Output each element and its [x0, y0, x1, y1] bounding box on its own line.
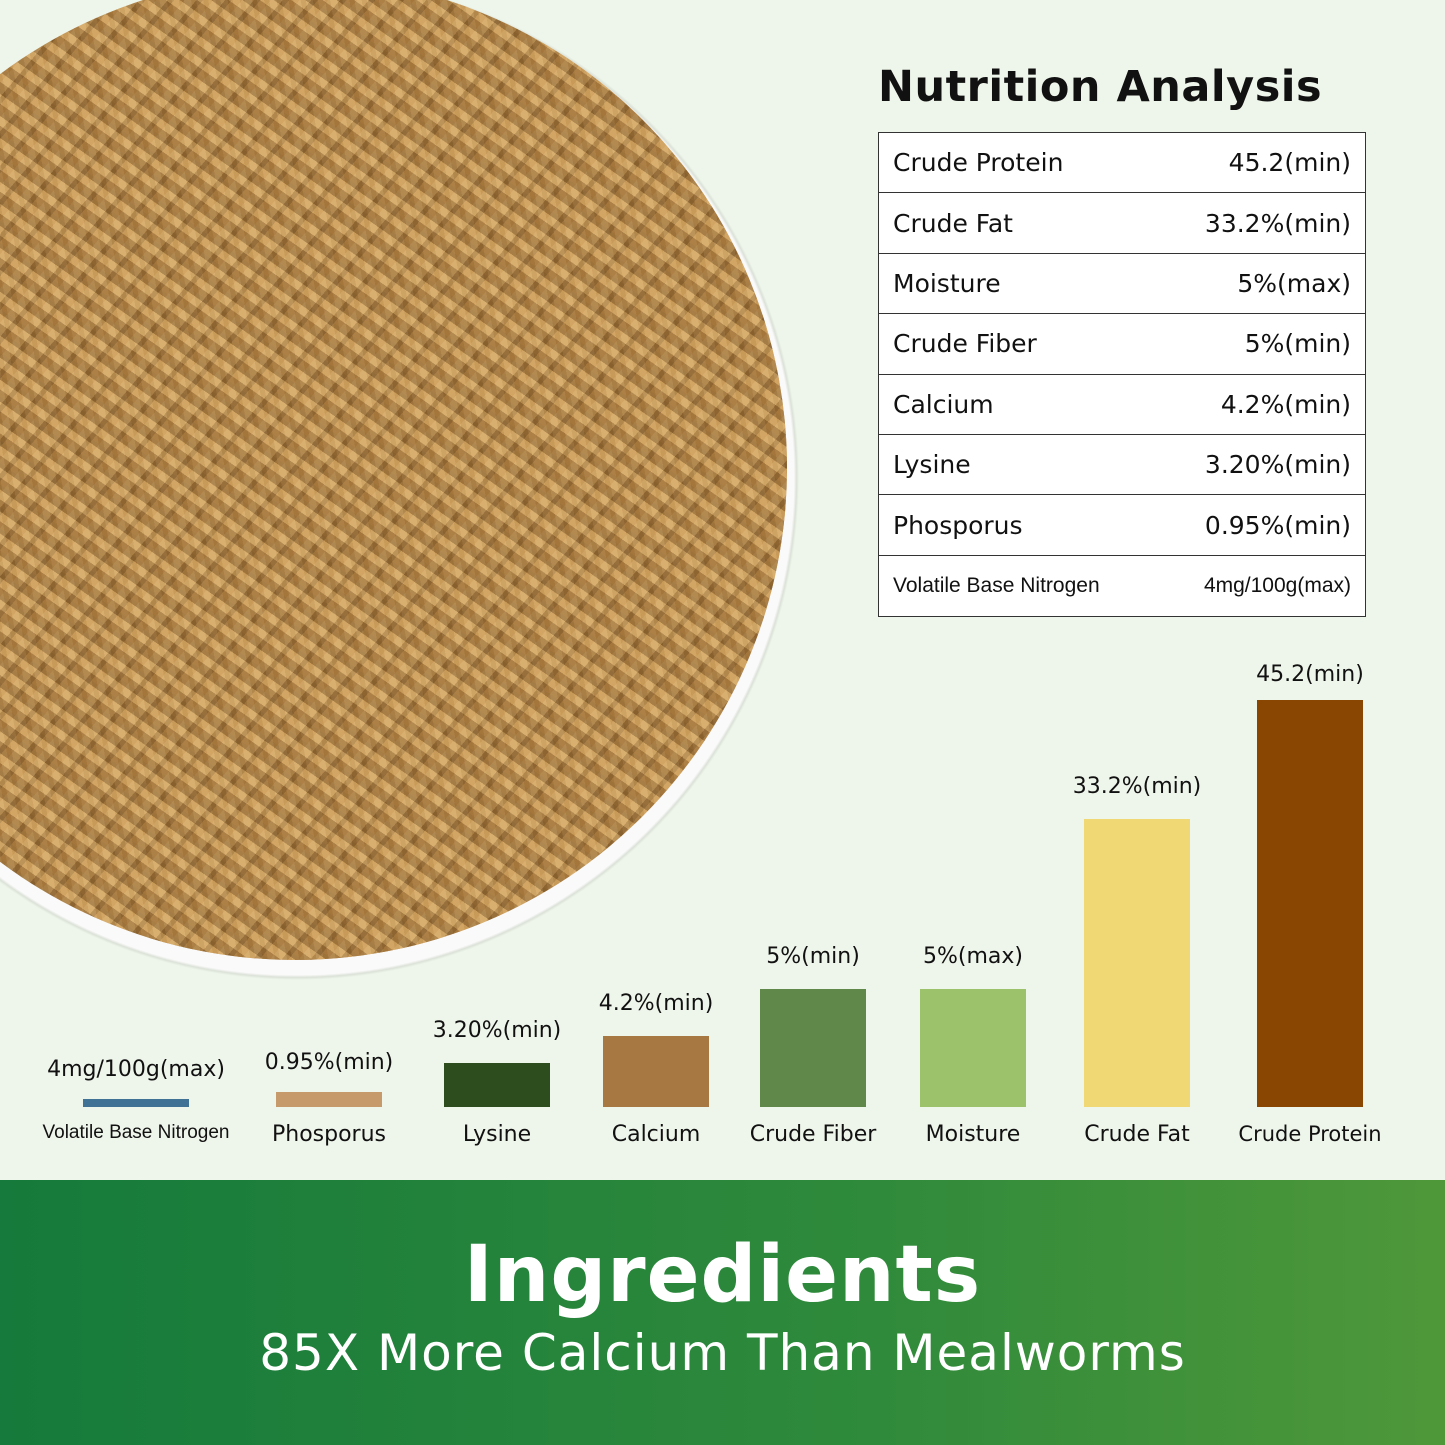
category-label: Phosporus	[271, 1122, 387, 1147]
nutrient-name: Moisture	[893, 268, 1001, 298]
category-label: Crude Protein	[1238, 1122, 1382, 1146]
bar-phosporus	[276, 1092, 382, 1107]
category-label: Lysine	[462, 1122, 532, 1147]
bar-lysine	[444, 1063, 550, 1107]
nutrient-value: 5%(max)	[1237, 268, 1351, 298]
table-row: Lysine 3.20%(min)	[879, 435, 1365, 496]
nutrient-value: 3.20%(min)	[1204, 450, 1351, 480]
data-label: 0.95%(min)	[264, 1050, 394, 1075]
data-label: 4mg/100g(max)	[47, 1057, 225, 1082]
ingredients-banner: Ingredients 85X More Calcium Than Mealwo…	[0, 1180, 1445, 1445]
category-label: Volatile Base Nitrogen	[42, 1122, 230, 1143]
nutrient-name: Calcium	[893, 389, 994, 419]
table-row: Moisture 5%(max)	[879, 254, 1365, 315]
nutrient-value: 4.2%(min)	[1220, 389, 1351, 419]
bar-moisture	[920, 989, 1026, 1107]
dried-larvae-image	[0, 0, 787, 960]
data-label: 3.20%(min)	[432, 1018, 562, 1043]
nutrient-value: 5%(min)	[1244, 329, 1351, 359]
banner-heading: Ingredients	[463, 1230, 982, 1320]
table-row: Volatile Base Nitrogen 4mg/100g(max)	[879, 556, 1365, 616]
table-row: Crude Fiber 5%(min)	[879, 314, 1365, 375]
category-label: Calcium	[611, 1122, 701, 1147]
table-row: Calcium 4.2%(min)	[879, 375, 1365, 435]
nutrient-name: Crude Fiber	[893, 329, 1037, 359]
category-label: Moisture	[925, 1122, 1021, 1147]
nutrient-value: 0.95%(min)	[1204, 510, 1351, 540]
nutrient-name: Crude Fat	[893, 208, 1013, 238]
bar-calcium	[603, 1036, 709, 1107]
banner-subheading: 85X More Calcium Than Mealworms	[259, 1324, 1186, 1382]
table-row: Phosporus 0.95%(min)	[879, 495, 1365, 556]
bar-crude-fiber	[760, 989, 866, 1107]
category-label: Crude Fiber	[749, 1122, 877, 1147]
bar-crude-fat	[1084, 819, 1190, 1107]
nutrition-table: Crude Protein 45.2(min) Crude Fat 33.2%(min…	[878, 132, 1366, 618]
nutrition-title: Nutrition Analysis	[878, 62, 1323, 112]
table-row: Crude Protein 45.2(min)	[879, 133, 1365, 194]
data-label: 45.2(min)	[1256, 662, 1364, 687]
nutrient-name: Phosporus	[893, 510, 1023, 540]
nutrient-value: 33.2%(min)	[1204, 208, 1351, 238]
table-row: Crude Fat 33.2%(min)	[879, 193, 1365, 254]
bar-volatile-base-nitrogen	[83, 1099, 189, 1107]
bar-crude-protein	[1257, 700, 1363, 1107]
nutrient-name: Volatile Base Nitrogen	[893, 573, 1100, 597]
nutrient-value: 4mg/100g(max)	[1203, 573, 1351, 597]
data-label: 33.2%(min)	[1072, 774, 1202, 799]
category-label: Crude Fat	[1084, 1122, 1190, 1147]
data-label: 5%(max)	[923, 944, 1023, 969]
nutrient-name: Lysine	[893, 450, 971, 480]
nutrient-name: Crude Protein	[893, 148, 1064, 178]
nutrient-value: 45.2(min)	[1228, 148, 1351, 178]
